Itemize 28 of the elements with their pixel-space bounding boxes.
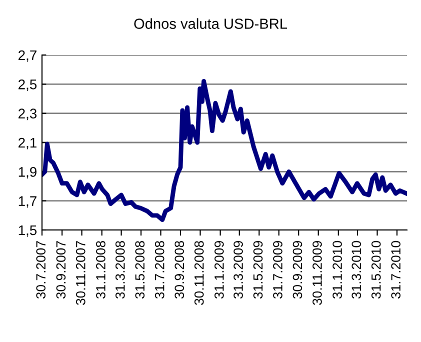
x-tick-label: 31.7.2009 — [273, 241, 282, 299]
x-tick-label: 31.5.2010 — [371, 240, 381, 299]
x-tick-label: 30.11.2007 — [76, 241, 86, 305]
x-tick-label: 30.9.2009 — [292, 241, 302, 299]
y-tick-label: 1,5 — [18, 225, 37, 237]
y-tick-label: 1,9 — [18, 167, 36, 178]
x-tick-label: 31.5.2008 — [135, 240, 145, 299]
y-tick-label: 2,3 — [18, 108, 37, 120]
chart-title: Odnos valuta USD-BRL — [134, 18, 288, 29]
x-tick-label: 31.7.2010 — [391, 240, 401, 299]
x-tick-label: 30.9.2008 — [174, 240, 184, 299]
y-tick-label: 1,7 — [18, 196, 36, 208]
x-tick-label: 31.1.2010 — [332, 240, 342, 299]
x-tick-label: 30.11.2009 — [312, 241, 322, 305]
line-series — [42, 79, 407, 222]
x-tick-label: 31.7.2008 — [154, 240, 164, 299]
y-tick-label: 2,1 — [18, 138, 36, 150]
y-tick-label: 2,7 — [18, 50, 36, 62]
y-tick-label: 2,5 — [18, 80, 37, 91]
x-tick-label: 31.3.2010 — [352, 240, 362, 299]
x-tick-label: 30.7.2007 — [36, 241, 46, 299]
x-tick-label: 30.11.2008 — [194, 240, 204, 305]
x-tick-label: 31.1.2009 — [214, 241, 224, 299]
x-tick-label: 30.9.2007 — [56, 241, 66, 299]
x-tick-label: 31.5.2009 — [253, 241, 263, 299]
x-tick-label: 31.3.2009 — [234, 241, 243, 299]
x-tick-label: 31.3.2008 — [115, 240, 125, 299]
x-tick-label: 31.1.2008 — [96, 240, 106, 299]
